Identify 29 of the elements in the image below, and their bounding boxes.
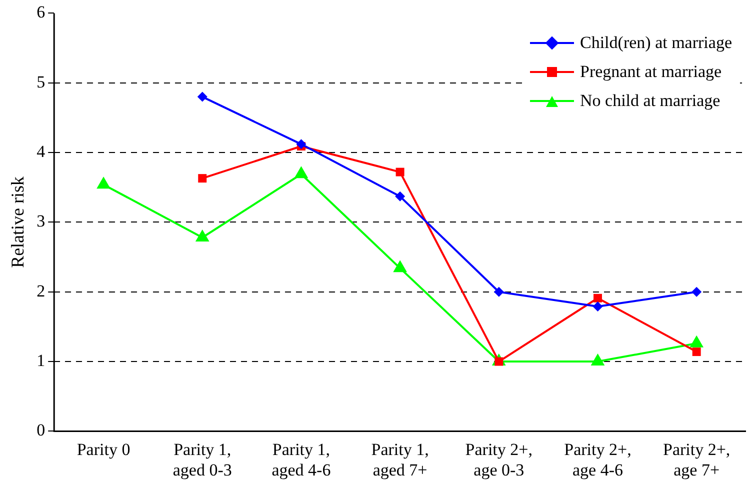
x-tick-label: Parity 1, aged 7+ (371, 440, 429, 480)
point (198, 174, 207, 183)
x-tick-label: Parity 2+, age 4-6 (564, 440, 632, 480)
y-tick-label: 5 (36, 72, 46, 92)
point (494, 286, 504, 297)
point (395, 191, 406, 202)
y-tick-label: 1 (36, 351, 46, 370)
y-tick-label: 4 (36, 142, 46, 161)
point (396, 168, 404, 176)
y-tick-label: 6 (36, 2, 46, 22)
y-tick-label: 2 (36, 281, 46, 300)
legend-label: Pregnant at marriage (580, 61, 722, 83)
point (590, 354, 605, 366)
point (593, 294, 602, 302)
point (692, 286, 702, 297)
x-tick-label: Parity 2+, age 7+ (662, 440, 730, 480)
point (592, 301, 603, 312)
x-tick-label: Parity 2+, age 0-3 (465, 440, 532, 480)
x-tick-label: Parity 1, aged 4-6 (272, 440, 331, 480)
legend-label: Child(ren) at marriage (580, 32, 732, 54)
y-tick-label: 0 (36, 420, 46, 440)
point (197, 92, 208, 102)
legend-label: No child at marriage (580, 90, 720, 112)
y-tick-label: 3 (36, 212, 46, 231)
point (296, 139, 306, 150)
point (692, 348, 701, 356)
x-tick-label: Parity 0 (76, 440, 130, 459)
x-tick-label: Parity 1, aged 0-3 (172, 440, 232, 480)
y-axis-title: Relative risk (8, 176, 28, 268)
